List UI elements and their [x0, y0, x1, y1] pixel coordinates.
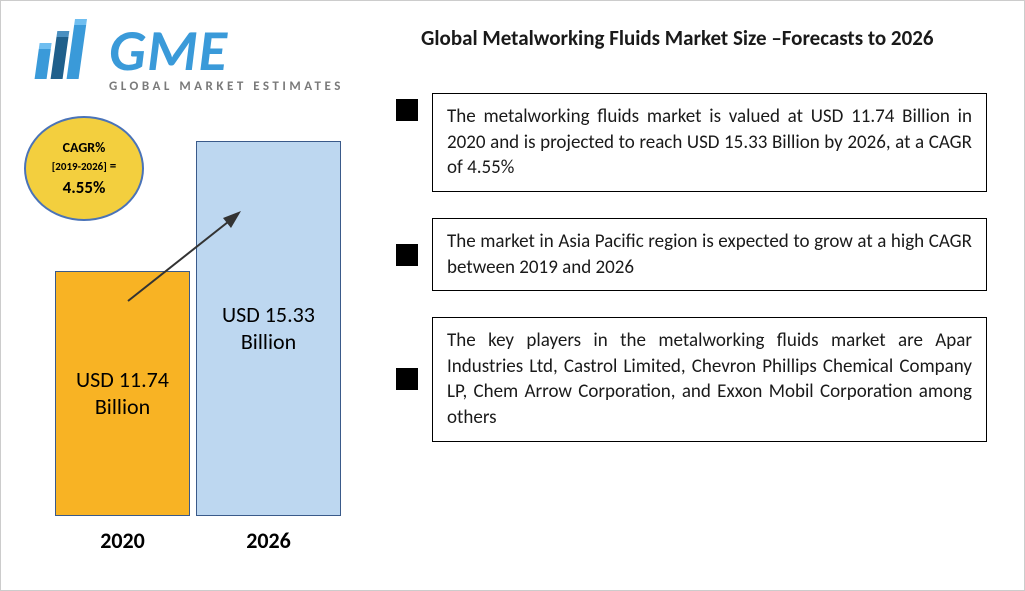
logo-block: GME GLOBAL MARKET ESTIMATES: [29, 19, 389, 94]
cagr-ellipse: CAGR% [2019-2026] = 4.55%: [24, 116, 144, 221]
axis-label-2026: 2026: [196, 527, 341, 554]
x-axis-labels: 2020 2026: [43, 527, 363, 554]
logo-main-text: GME: [109, 25, 344, 77]
logo-text: GME GLOBAL MARKET ESTIMATES: [109, 25, 344, 94]
cagr-equals: =: [107, 159, 116, 174]
bullet-square-icon: [396, 368, 418, 390]
bar-chart-icon: [29, 19, 99, 83]
bullet-text-3: The key players in the metalworking flui…: [432, 317, 987, 442]
cagr-period-row: [2019-2026] =: [52, 156, 117, 175]
cagr-label: CAGR%: [63, 139, 106, 156]
bullet-text-2: The market in Asia Pacific region is exp…: [432, 218, 987, 291]
bullet-row-1: The metalworking fluids market is valued…: [396, 93, 996, 192]
bar-2026-label: USD 15.33 Billion: [197, 302, 340, 355]
bullet-list: The metalworking fluids market is valued…: [396, 93, 996, 468]
cagr-period: [2019-2026]: [52, 160, 107, 173]
growth-arrow-icon: [123, 206, 253, 306]
bar-2020: USD 11.74 Billion: [55, 271, 190, 516]
bullet-row-3: The key players in the metalworking flui…: [396, 317, 996, 442]
bullet-text-1: The metalworking fluids market is valued…: [432, 93, 987, 192]
bullet-square-icon: [396, 99, 418, 121]
axis-label-2020: 2020: [55, 527, 190, 554]
bar-2026: USD 15.33 Billion: [196, 141, 341, 516]
bar-2020-label: USD 11.74 Billion: [56, 367, 189, 420]
logo-sub-text: GLOBAL MARKET ESTIMATES: [109, 79, 344, 94]
page-title: Global Metalworking Fluids Market Size –…: [421, 25, 981, 51]
cagr-value: 4.55%: [63, 177, 106, 198]
bullet-row-2: The market in Asia Pacific region is exp…: [396, 218, 996, 291]
bullet-square-icon: [396, 244, 418, 266]
logo-wrap: GME GLOBAL MARKET ESTIMATES: [29, 19, 389, 94]
